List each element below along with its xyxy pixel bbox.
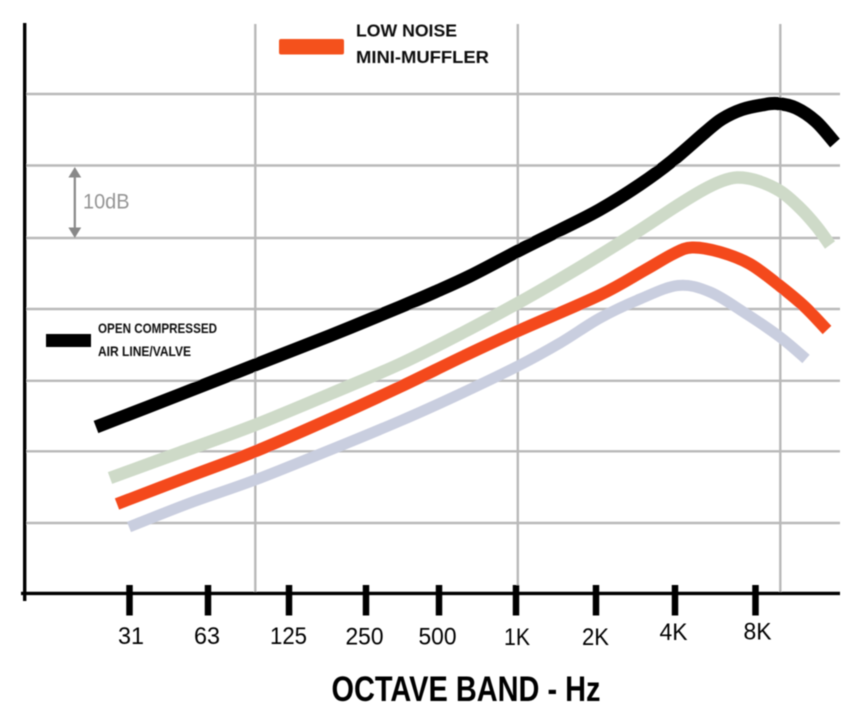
svg-text:8K: 8K bbox=[744, 619, 772, 646]
svg-text:63: 63 bbox=[194, 623, 220, 650]
svg-text:1K: 1K bbox=[504, 624, 530, 651]
svg-text:OCTAVE BAND - Hz: OCTAVE BAND - Hz bbox=[332, 669, 601, 709]
svg-text:LOW NOISE: LOW NOISE bbox=[356, 21, 457, 41]
svg-text:MINI-MUFFLER: MINI-MUFFLER bbox=[356, 47, 489, 67]
svg-text:250: 250 bbox=[346, 624, 384, 651]
svg-text:OPEN COMPRESSED: OPEN COMPRESSED bbox=[98, 321, 217, 336]
svg-text:AIR LINE/VALVE: AIR LINE/VALVE bbox=[98, 344, 191, 359]
svg-text:2K: 2K bbox=[582, 624, 609, 651]
svg-text:10dB: 10dB bbox=[83, 191, 130, 214]
svg-text:125: 125 bbox=[270, 623, 307, 650]
svg-text:500: 500 bbox=[419, 624, 457, 651]
svg-text:31: 31 bbox=[118, 623, 144, 650]
svg-text:4K: 4K bbox=[660, 619, 688, 646]
